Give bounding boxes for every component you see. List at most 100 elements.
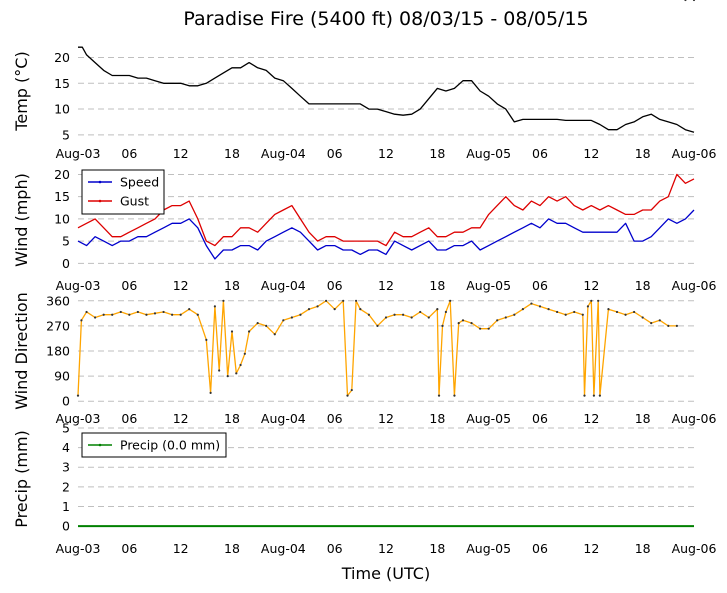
direction-ytick-label: 270 [46, 318, 70, 333]
direction-xtick-label: 12 [583, 411, 599, 426]
direction-point [205, 338, 208, 341]
wind-xtick-label: Aug-03 [56, 278, 101, 293]
wind-ytick-label: 15 [54, 189, 70, 204]
wind-panel: 0 5 10 15 20 Wind (mph) Aug-03 06 12 18 Aug-04 06 12… [12, 167, 716, 293]
precip-xtick-label: Aug-05 [466, 541, 511, 556]
direction-point [213, 305, 216, 308]
direction-point [376, 324, 379, 327]
temp-series-temp [78, 46, 695, 133]
wind-legend: Speed Gust [81, 169, 165, 215]
direction-point [453, 394, 456, 397]
direction-point [290, 316, 293, 319]
precip-legend: Precip (0.0 mm) [81, 432, 227, 458]
direction-point [538, 305, 542, 308]
direction-point [243, 352, 246, 355]
temp-xtick-label: 06 [327, 146, 343, 161]
direction-xtick-label: Aug-05 [466, 411, 511, 426]
direction-point [333, 308, 336, 311]
direction-point [675, 324, 678, 327]
panels: 5 10 15 20 Temp (°C) Aug-03 06 12 18 Aug-04 06 12 18… [12, 0, 716, 556]
direction-point [256, 322, 259, 325]
temp-y-axis-label: Temp (°C) [12, 51, 31, 131]
direction-point [419, 310, 422, 314]
direction-point [436, 308, 439, 311]
temp-ytick-label: 5 [62, 127, 70, 142]
chart-title: Paradise Fire (5400 ft) 08/03/15 - 08/05… [183, 8, 588, 30]
wind-ytick-label: 20 [54, 167, 70, 182]
legend-marker [98, 199, 102, 203]
direction-point [273, 333, 276, 336]
direction-xtick-label: 18 [635, 411, 651, 426]
direction-point [667, 324, 670, 327]
temp-ytick-label: 10 [54, 102, 70, 117]
direction-xtick-label: 06 [532, 411, 548, 426]
legend-label: Gust [120, 194, 149, 209]
wind-xtick-label: 18 [224, 278, 240, 293]
direction-point [592, 394, 596, 397]
direction-point [76, 394, 80, 397]
direction-series-direction [77, 300, 677, 397]
direction-point [444, 310, 447, 314]
direction-point [342, 299, 345, 302]
precip-xtick-label: 06 [121, 541, 137, 556]
direction-point [346, 394, 349, 397]
wind-xtick-label: Aug-04 [261, 278, 306, 293]
direction-point [692, 0, 696, 2]
direction-point [650, 322, 653, 325]
precip-y-axis-label: Precip (mm) [12, 430, 31, 528]
direction-point [597, 299, 600, 302]
temp-xtick-label: 12 [378, 146, 394, 161]
direction-ytick-label: 180 [46, 344, 70, 359]
wind-xtick-label: 12 [583, 278, 599, 293]
direction-xtick-label: 12 [378, 411, 394, 426]
direction-point [457, 322, 460, 325]
temp-xtick-label: Aug-03 [56, 146, 101, 161]
temp-xtick-label: 06 [121, 146, 137, 161]
direction-point [162, 310, 165, 314]
direction-point [586, 305, 590, 308]
direction-xtick-label: 06 [327, 411, 343, 426]
direction-point [196, 313, 199, 316]
wind-ytick-label: 5 [62, 234, 70, 249]
direction-point [153, 312, 157, 315]
direction-point [367, 313, 370, 316]
precip-xtick-label: 18 [429, 541, 445, 556]
wind-series-gust [77, 173, 695, 247]
direction-point [316, 305, 319, 308]
direction-point [94, 316, 97, 319]
wind-xtick-label: 06 [121, 278, 137, 293]
direction-point [583, 394, 586, 397]
temp-ytick-label: 15 [54, 76, 70, 91]
wind-ytick-label: 0 [62, 256, 70, 271]
temp-ytick-label: 20 [54, 50, 70, 65]
direction-point [188, 308, 191, 311]
temp-xtick-label: 18 [429, 146, 445, 161]
precip-ytick-label: 0 [62, 519, 70, 534]
direction-ytick-label: 0 [62, 394, 70, 409]
wind-ytick-label: 10 [54, 211, 70, 226]
direction-point [470, 322, 473, 325]
direction-point [641, 316, 644, 319]
direction-point [145, 313, 148, 316]
direction-point [393, 313, 396, 316]
direction-point [598, 394, 601, 397]
legend-box [81, 169, 165, 215]
wind-xtick-label: 12 [378, 278, 394, 293]
direction-point [487, 327, 490, 330]
legend-marker [98, 180, 102, 184]
direction-xtick-label: 18 [224, 411, 240, 426]
direction-point [581, 313, 584, 316]
x-axis-label: Time (UTC) [341, 564, 430, 583]
direction-point [684, 0, 687, 2]
wind-xtick-label: 12 [173, 278, 189, 293]
temp-xtick-label: 18 [635, 146, 651, 161]
direction-point [248, 330, 251, 333]
direction-xtick-label: 12 [173, 411, 189, 426]
precip-xtick-label: Aug-06 [672, 541, 717, 556]
wind-xtick-label: Aug-05 [466, 278, 511, 293]
direction-point [624, 313, 627, 316]
direction-point [226, 375, 229, 378]
legend-marker [98, 443, 102, 447]
